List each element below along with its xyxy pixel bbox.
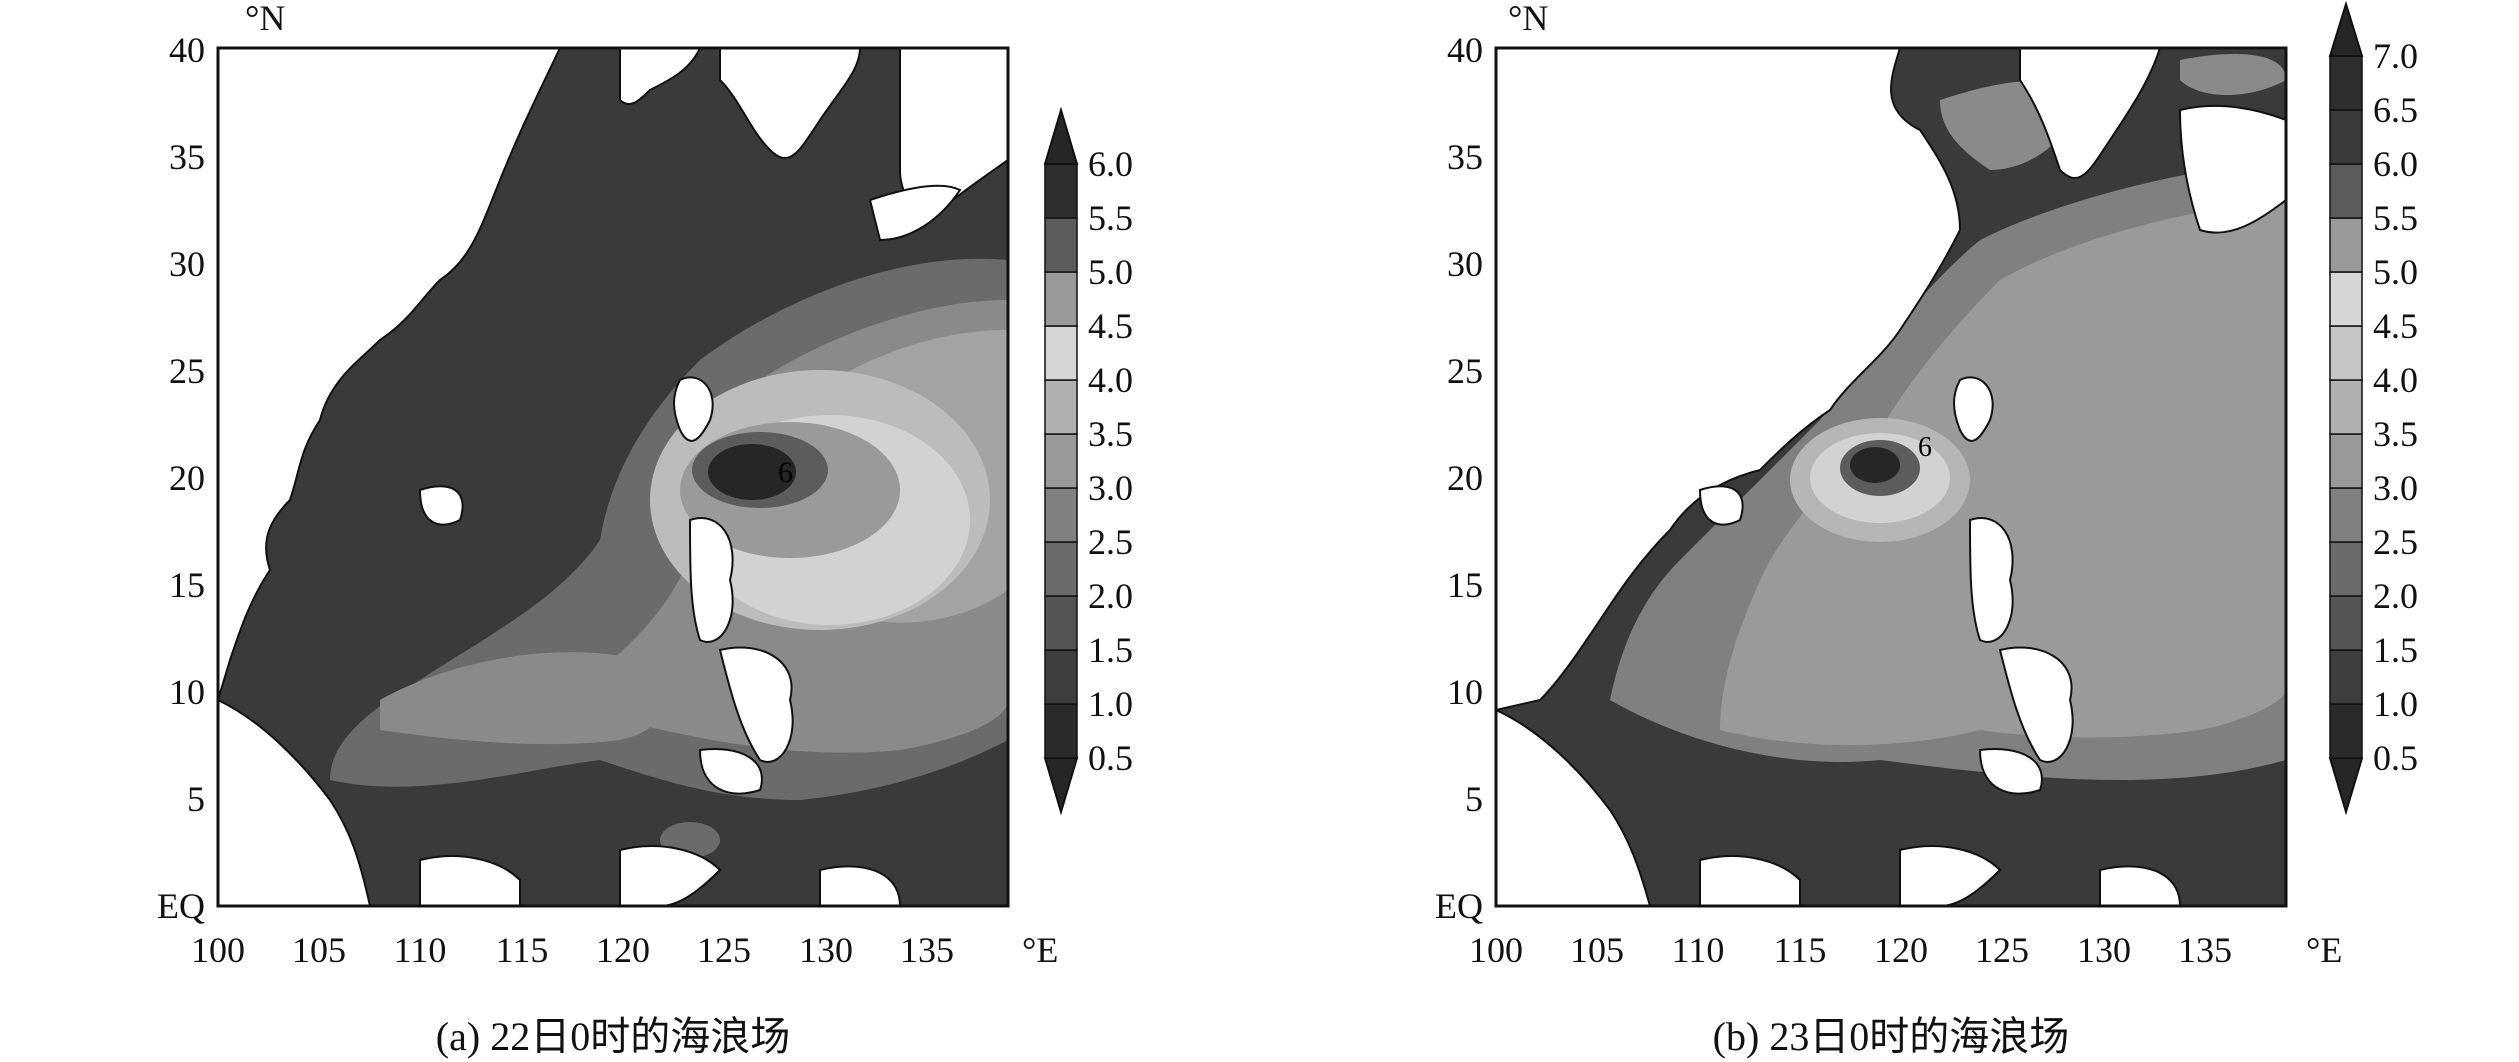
panel-a: 6 EQ — [157, 0, 1133, 1059]
lon-tick: 125 — [697, 930, 751, 970]
colorbar-label: 2.5 — [1088, 522, 1133, 562]
lon-axis-b: 100 105 110 115 120 125 130 135 — [1469, 930, 2232, 970]
colorbar-label: 6.0 — [1088, 144, 1133, 184]
lon-tick: 135 — [900, 930, 954, 970]
panel-b: 6 EQ 5 10 15 20 25 — [1435, 0, 2418, 1059]
colorbar-label: 3.5 — [1088, 414, 1133, 454]
lat-tick: 25 — [1447, 351, 1483, 391]
colorbar-label: 3.5 — [2373, 414, 2418, 454]
map-frame-a — [216, 46, 1010, 908]
lon-axis-a: 100 105 110 115 120 125 130 135 — [191, 930, 954, 970]
colorbar-label: 5.0 — [1088, 252, 1133, 292]
lat-tick: 10 — [1447, 672, 1483, 712]
lat-tick: 35 — [169, 137, 205, 177]
lat-tick: 30 — [169, 244, 205, 284]
lon-tick: 115 — [496, 930, 549, 970]
colorbar-label: 6.0 — [2373, 144, 2418, 184]
colorbar-label: 1.5 — [1088, 630, 1133, 670]
lat-tick: 15 — [1447, 565, 1483, 605]
lon-tick: 130 — [2077, 930, 2131, 970]
lon-tick: 125 — [1975, 930, 2029, 970]
colorbar-label: 1.0 — [2373, 684, 2418, 724]
colorbar-label: 4.0 — [2373, 360, 2418, 400]
lon-tick: 110 — [394, 930, 447, 970]
colorbar-label: 2.0 — [2373, 576, 2418, 616]
colorbar-label: 4.5 — [2373, 306, 2418, 346]
lat-tick: 35 — [1447, 137, 1483, 177]
lon-tick: 130 — [799, 930, 853, 970]
map-frame-b — [1494, 46, 2288, 908]
land-a — [218, 48, 1008, 906]
lat-tick: 15 — [169, 565, 205, 605]
colorbar-b: 0.5 1.0 1.5 2.0 2.5 3.0 3.5 4.0 4.5 5.0 … — [2328, 0, 2418, 816]
lat-unit-a: °N — [245, 0, 285, 38]
lon-tick: 115 — [1774, 930, 1827, 970]
lon-unit-a: °E — [1022, 930, 1058, 970]
lat-tick: 25 — [169, 351, 205, 391]
colorbar-label: 4.5 — [1088, 306, 1133, 346]
colorbar-label: 5.0 — [2373, 252, 2418, 292]
lat-tick: 20 — [169, 458, 205, 498]
lat-axis-b: EQ 5 10 15 20 25 30 35 40 — [1435, 30, 1483, 926]
lon-tick: 105 — [292, 930, 346, 970]
lat-unit-b: °N — [1508, 0, 1548, 38]
colorbar-label: 3.0 — [2373, 468, 2418, 508]
lon-unit-b: °E — [2306, 930, 2342, 970]
colorbar-label: 0.5 — [1088, 738, 1133, 778]
colorbar-label: 6.5 — [2373, 90, 2418, 130]
lon-tick: 100 — [191, 930, 245, 970]
lat-tick: 10 — [169, 672, 205, 712]
colorbar-label: 5.5 — [1088, 198, 1133, 238]
land-b — [1496, 48, 2286, 906]
lon-tick: 110 — [1672, 930, 1725, 970]
colorbar-label: 5.5 — [2373, 198, 2418, 238]
lat-tick: 20 — [1447, 458, 1483, 498]
colorbar-label: 0.5 — [2373, 738, 2418, 778]
wave-field-b: 6 — [1496, 48, 2286, 906]
lat-tick: 30 — [1447, 244, 1483, 284]
lon-tick: 120 — [1874, 930, 1928, 970]
colorbar-a: 0.5 1.0 1.5 2.0 2.5 3.0 3.5 4.0 4.5 5.0 … — [1043, 106, 1133, 816]
lat-tick: EQ — [157, 886, 205, 926]
lat-tick: 5 — [1465, 779, 1483, 819]
lon-tick: 105 — [1570, 930, 1624, 970]
lat-tick: 40 — [1447, 30, 1483, 70]
colorbar-label: 2.0 — [1088, 576, 1133, 616]
colorbar-label: 7.0 — [2373, 36, 2418, 76]
lon-tick: 100 — [1469, 930, 1523, 970]
colorbar-label: 4.0 — [1088, 360, 1133, 400]
colorbar-label: 3.0 — [1088, 468, 1133, 508]
lat-tick: 5 — [187, 779, 205, 819]
lon-tick: 120 — [596, 930, 650, 970]
lat-tick: EQ — [1435, 886, 1483, 926]
lat-axis-a: EQ 5 10 15 20 25 30 35 40 — [157, 30, 205, 926]
contour-label-a: 6 — [778, 456, 793, 489]
contour-label-b: 6 — [1918, 432, 1932, 463]
colorbar-label: 1.0 — [1088, 684, 1133, 724]
wave-field-a: 6 — [218, 48, 1008, 906]
lon-tick: 135 — [2178, 930, 2232, 970]
caption-b: (b) 23日0时的海浪场 — [1713, 1014, 2070, 1059]
lat-tick: 40 — [169, 30, 205, 70]
caption-a: (a) 22日0时的海浪场 — [436, 1014, 790, 1059]
colorbar-label: 1.5 — [2373, 630, 2418, 670]
colorbar-label: 2.5 — [2373, 522, 2418, 562]
